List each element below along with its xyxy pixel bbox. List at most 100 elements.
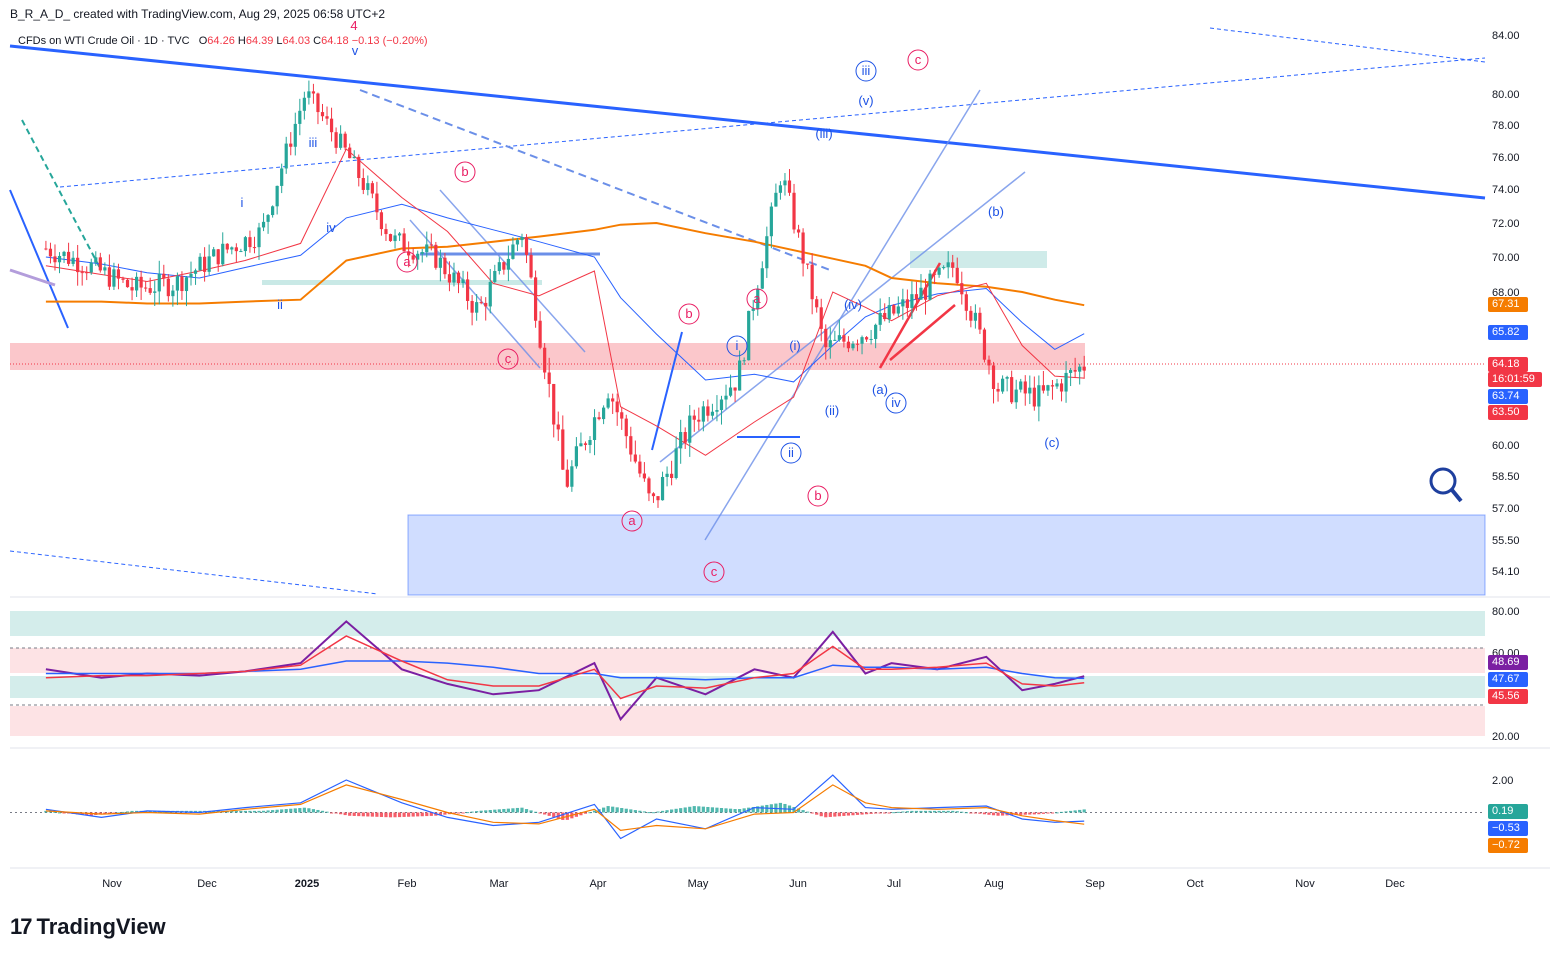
macd-histogram-bar <box>461 812 465 814</box>
candle-body <box>1041 385 1045 391</box>
wave-label-circle <box>678 303 700 325</box>
candle-body <box>533 277 538 321</box>
candle-body <box>53 256 57 263</box>
rsi-series-line <box>45 635 1085 700</box>
wave-label-circle <box>726 335 748 357</box>
macd-histogram-bar <box>860 812 864 815</box>
candle-body <box>1059 383 1064 392</box>
macd-histogram-bar <box>416 812 420 817</box>
macd-histogram-bar <box>366 812 370 817</box>
price-tag: 67.31 <box>1488 297 1528 312</box>
macd-histogram-bar <box>738 809 742 813</box>
candle-body <box>833 339 837 341</box>
macd-histogram-bar <box>955 811 959 813</box>
symbol-legend[interactable]: CFDs on WTI Crude Oil · 1D · TVC O64.26 … <box>18 35 428 47</box>
candle-body <box>901 299 905 307</box>
macd-histogram-bar <box>978 812 982 814</box>
candle-body <box>189 273 193 278</box>
candle-body <box>334 132 338 148</box>
candle-body <box>94 257 98 263</box>
candle-body <box>574 446 578 467</box>
candle-body <box>864 337 869 340</box>
macd-histogram-bar <box>48 811 53 813</box>
macd-histogram-bar <box>1073 810 1077 813</box>
candle-body <box>1082 366 1086 371</box>
candle-body <box>407 251 411 256</box>
candle-body <box>878 312 882 325</box>
candle-body <box>1069 370 1073 373</box>
macd-histogram-bar <box>937 810 941 813</box>
candle-body <box>792 192 796 230</box>
candle-body <box>719 399 724 411</box>
macd-histogram-bar <box>103 812 107 814</box>
candle-body <box>252 247 257 249</box>
macd-histogram-bar <box>334 812 338 814</box>
candle-body <box>271 206 275 216</box>
candle-body <box>579 443 583 447</box>
macd-histogram-bar <box>316 809 320 813</box>
candle-body <box>660 476 665 501</box>
candle-body <box>484 302 488 307</box>
candle-body <box>905 299 909 308</box>
macd-value-tag: −0.53 <box>1488 821 1528 836</box>
candle-body <box>293 123 297 147</box>
candle-body <box>987 359 991 366</box>
macd-histogram-bar <box>289 808 293 813</box>
macd-histogram-bar <box>511 808 515 813</box>
candle-body <box>275 185 279 207</box>
candle-body <box>973 312 977 321</box>
macd-histogram-bar <box>257 810 261 813</box>
candle-body <box>239 251 243 253</box>
candle-body <box>375 193 379 213</box>
dashed-trendline <box>59 57 1486 188</box>
candle-body <box>153 291 157 293</box>
zoom-magnifier-icon <box>1429 467 1457 495</box>
x-tick-label: Mar <box>490 878 509 890</box>
candle-body <box>325 116 329 119</box>
macd-histogram-bar <box>479 810 483 813</box>
candle-body <box>982 329 987 360</box>
macd-histogram-bar <box>379 812 384 817</box>
macd-series-line <box>45 784 1085 832</box>
wave-label: (iii) <box>815 126 832 141</box>
macd-value-tag: 0.19 <box>1488 804 1528 819</box>
candle-body <box>139 276 143 288</box>
candle-body <box>955 267 959 284</box>
candle-body <box>742 360 746 362</box>
macd-histogram-bar <box>80 812 84 815</box>
macd-histogram-bar <box>710 807 715 813</box>
macd-histogram-bar <box>397 812 402 818</box>
candle-body <box>801 232 805 264</box>
candle-body <box>438 257 442 268</box>
candle-body <box>112 269 116 287</box>
brand-name: TradingView <box>36 914 166 939</box>
macd-histogram-bar <box>429 812 433 816</box>
zoom-magnifier-icon <box>1450 488 1463 503</box>
x-tick-label: 2025 <box>295 878 319 890</box>
candle-body <box>497 262 501 272</box>
candle-body <box>665 473 669 477</box>
candle-body <box>547 372 551 384</box>
candle-body <box>216 249 220 265</box>
macd-histogram-bar <box>601 807 606 813</box>
candle-body <box>1028 387 1032 394</box>
wave-label: i <box>241 195 244 210</box>
y-tick-label: 55.50 <box>1492 535 1520 547</box>
candle-body <box>470 300 474 313</box>
dashed-trendline <box>9 550 379 595</box>
candle-body <box>461 279 465 284</box>
macd-histogram-bar <box>887 812 891 814</box>
macd-histogram-bar <box>529 810 533 813</box>
macd-histogram-bar <box>810 812 814 814</box>
candle-body <box>203 256 207 272</box>
macd-histogram-bar <box>665 810 669 813</box>
candle-body <box>148 288 152 293</box>
candle-body <box>715 410 719 412</box>
macd-histogram-bar <box>901 811 905 813</box>
x-tick-label: Apr <box>589 878 606 890</box>
candle-body <box>760 268 764 289</box>
macd-histogram-bar <box>756 806 760 813</box>
candle-body <box>402 233 406 252</box>
macd-histogram-bar <box>148 810 152 813</box>
